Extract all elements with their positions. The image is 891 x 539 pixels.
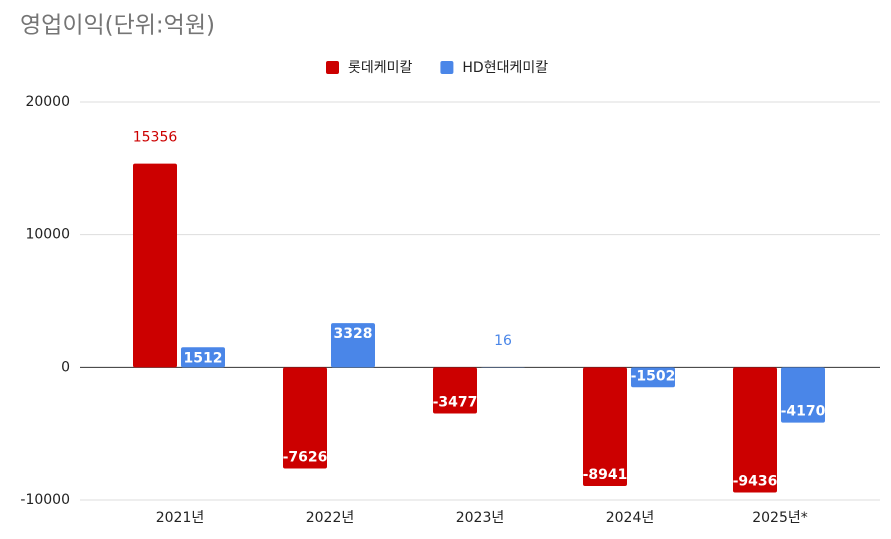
data-label: -1502 <box>631 368 676 384</box>
y-tick-label: 0 <box>61 359 70 375</box>
bar <box>133 163 177 368</box>
x-tick-label: 2024년 <box>606 510 655 526</box>
bar <box>283 367 327 469</box>
bar <box>781 367 825 423</box>
data-label: 3328 <box>334 326 373 342</box>
legend-swatch <box>326 61 339 74</box>
x-tick-label: 2022년 <box>306 510 355 526</box>
bar <box>631 367 675 388</box>
chart-title: 영업이익(단위:억원) <box>20 13 215 39</box>
x-tick-label: 2023년 <box>456 510 505 526</box>
legend-label: HD현대케미칼 <box>462 60 548 76</box>
x-tick-label: 2025년* <box>752 510 808 526</box>
data-label: 1512 <box>184 350 223 366</box>
data-label: 15356 <box>133 130 178 146</box>
legend-swatch <box>440 61 454 74</box>
data-label: -9436 <box>733 474 778 490</box>
data-label: -8941 <box>583 467 628 483</box>
y-tick-label: 20000 <box>25 94 70 110</box>
data-label: -4170 <box>781 404 826 420</box>
x-tick-label: 2021년 <box>156 510 205 526</box>
y-tick-label: 10000 <box>25 227 70 243</box>
data-label: -3477 <box>433 394 478 410</box>
y-tick-label: -10000 <box>20 492 70 508</box>
legend-label: 롯데케미칼 <box>348 60 413 76</box>
bar <box>733 367 777 493</box>
bar <box>583 367 627 486</box>
data-label: -7626 <box>283 450 328 466</box>
bar <box>331 323 375 368</box>
bar <box>433 367 477 414</box>
data-label: 16 <box>494 333 512 349</box>
bar <box>181 347 225 368</box>
